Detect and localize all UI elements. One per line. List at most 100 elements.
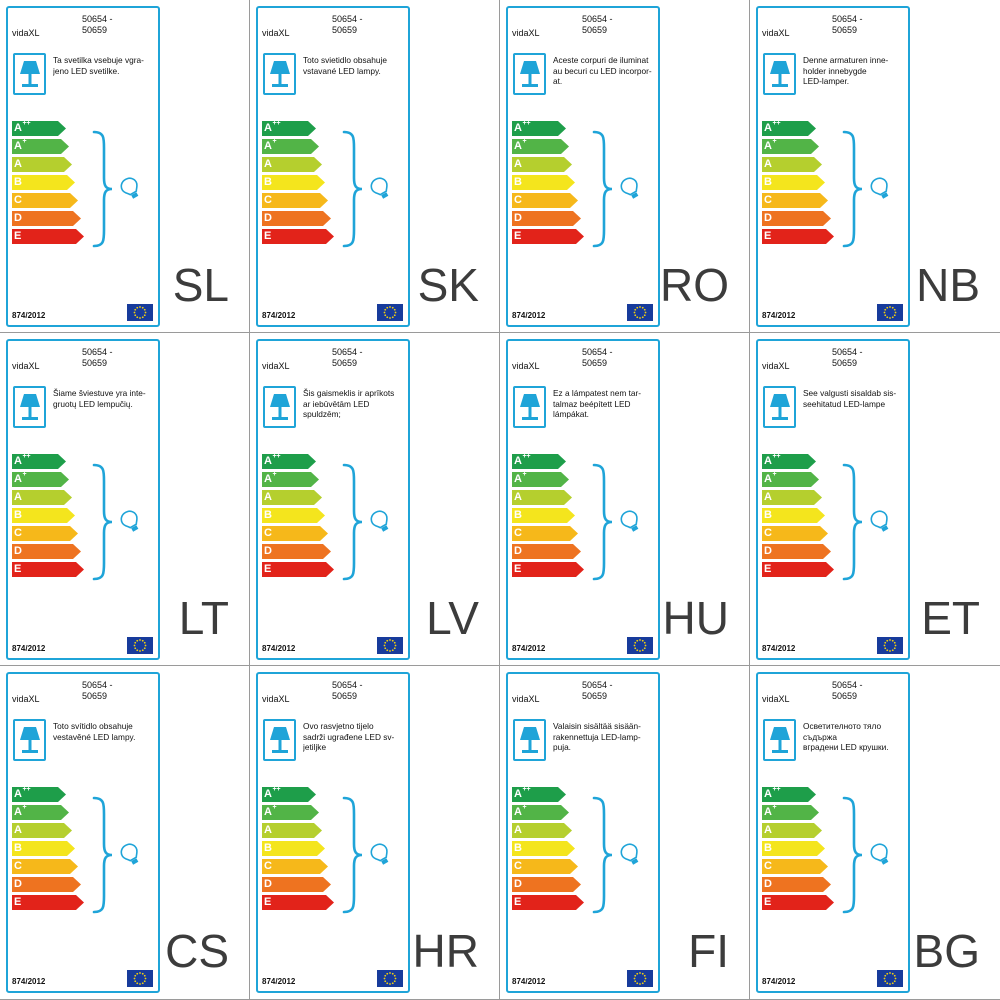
- model-number: 50654 -50659: [332, 680, 363, 702]
- model-number-line2: 50659: [332, 358, 358, 368]
- energy-class-letter: A: [264, 788, 272, 800]
- energy-class-letter: A: [764, 122, 772, 134]
- model-number-line1: 50654 -: [832, 347, 863, 357]
- energy-class-letter: C: [264, 860, 272, 872]
- eu-flag-icon: [627, 304, 653, 321]
- curly-brace-icon: [842, 130, 864, 253]
- energy-class-letter: A: [14, 788, 22, 800]
- model-number-line1: 50654 -: [832, 14, 863, 24]
- model-number: 50654 -50659: [832, 680, 863, 702]
- language-code: CS: [165, 925, 229, 977]
- model-number: 50654 -50659: [832, 14, 863, 36]
- language-code: HR: [412, 925, 479, 977]
- description-text: Aceste corpuri de iluminat au becuri cu …: [553, 55, 652, 86]
- energy-class-bar: A++: [762, 454, 816, 469]
- language-code: LT: [178, 592, 229, 644]
- energy-class-letter: A: [514, 122, 522, 134]
- energy-class-letter: D: [514, 878, 522, 890]
- energy-class-letter: C: [764, 527, 772, 539]
- energy-class-bar: E: [12, 562, 84, 577]
- energy-class-letter: A: [514, 455, 522, 467]
- curly-brace-icon: [92, 130, 114, 253]
- description-text: Toto svietidlo obsahuje vstavané LED lam…: [303, 55, 387, 76]
- energy-class-bar: E: [262, 895, 334, 910]
- energy-class-letter: E: [264, 896, 272, 908]
- energy-class-bar: C: [12, 859, 78, 874]
- table-lamp-icon: [263, 386, 296, 428]
- energy-class-bar: D: [512, 544, 581, 559]
- energy-class-letter: D: [264, 212, 272, 224]
- label-cell: vidaXL 50654 -50659 Valaisin sisältää sisä…: [500, 666, 750, 1000]
- energy-class-plus: ++: [772, 453, 781, 461]
- model-number-line2: 50659: [832, 25, 858, 35]
- energy-class-bar: E: [12, 229, 84, 244]
- label-cell: vidaXL 50654 -50659 Šis gaismeklis ir aprī…: [250, 333, 500, 666]
- curly-brace-icon: [92, 463, 114, 586]
- energy-class-letter: A: [264, 140, 272, 152]
- label-cell: vidaXL 50654 -50659 Aceste corpuri de ilum…: [500, 0, 750, 333]
- table-lamp-icon: [763, 719, 796, 761]
- label-cell: vidaXL 50654 -50659 Осветителното тяло съд…: [750, 666, 1000, 1000]
- energy-label-card: vidaXL 50654 -50659 Toto svietidlo obsahuj…: [256, 6, 410, 327]
- eu-flag-icon: [377, 304, 403, 321]
- energy-class-letter: E: [764, 563, 772, 575]
- energy-class-letter: A: [514, 824, 522, 836]
- language-code: NB: [916, 259, 980, 311]
- energy-class-bar: A+: [512, 805, 569, 820]
- curly-brace-icon: [592, 463, 614, 586]
- model-number-line1: 50654 -: [332, 14, 363, 24]
- energy-class-bar: B: [12, 508, 75, 523]
- eu-flag-icon: [127, 970, 153, 987]
- model-number-line2: 50659: [582, 358, 608, 368]
- model-number-line1: 50654 -: [582, 14, 613, 24]
- energy-class-letter: A: [14, 473, 22, 485]
- eu-flag-icon: [627, 970, 653, 987]
- regulation-number: 874/2012: [512, 311, 546, 320]
- energy-class-bar: E: [12, 895, 84, 910]
- model-number-line1: 50654 -: [582, 680, 613, 690]
- energy-class-letter: C: [14, 527, 22, 539]
- description-text: See valgusti sisaldab sis- seehitatud LE…: [803, 388, 897, 409]
- description-text: Ta svetilka vsebuje vgra- jeno LED sveti…: [53, 55, 144, 76]
- energy-class-letter: A: [764, 140, 772, 152]
- brand-name: vidaXL: [12, 361, 40, 371]
- energy-label-card: vidaXL 50654 -50659 Осветителното тяло съд…: [756, 672, 910, 993]
- description-text: Valaisin sisältää sisään- rakennettuja L…: [553, 721, 641, 752]
- description-text: Šis gaismeklis ir aprīkots ar iebūvētām …: [303, 388, 395, 419]
- energy-class-letter: D: [264, 545, 272, 557]
- energy-class-plus: +: [772, 804, 777, 812]
- energy-class-letter: A: [514, 806, 522, 818]
- regulation-number: 874/2012: [512, 977, 546, 986]
- energy-class-letter: A: [14, 122, 22, 134]
- energy-class-letter: A: [764, 824, 772, 836]
- label-cell: vidaXL 50654 -50659 Ta svetilka vsebuje vg…: [0, 0, 250, 333]
- light-bulb-icon: [620, 176, 642, 207]
- energy-class-letter: A: [264, 473, 272, 485]
- energy-class-bar: E: [762, 895, 834, 910]
- energy-class-bar: D: [262, 544, 331, 559]
- label-cell: vidaXL 50654 -50659 Šiame šviestuve yra in…: [0, 333, 250, 666]
- model-number-line2: 50659: [332, 25, 358, 35]
- model-number-line1: 50654 -: [832, 680, 863, 690]
- energy-class-letter: A: [14, 824, 22, 836]
- language-code: BG: [913, 925, 980, 977]
- light-bulb-icon: [370, 842, 392, 873]
- energy-class-letter: C: [14, 194, 22, 206]
- energy-class-bar: A: [762, 823, 822, 838]
- energy-class-plus: +: [772, 138, 777, 146]
- energy-class-bar: A++: [512, 454, 566, 469]
- energy-class-plus: ++: [522, 786, 531, 794]
- energy-class-bar: C: [512, 193, 578, 208]
- curly-brace-icon: [342, 130, 364, 253]
- regulation-number: 874/2012: [262, 644, 296, 653]
- light-bulb-icon: [870, 842, 892, 873]
- model-number: 50654 -50659: [332, 14, 363, 36]
- energy-class-plus: ++: [772, 786, 781, 794]
- energy-class-bar: D: [12, 544, 81, 559]
- regulation-number: 874/2012: [262, 977, 296, 986]
- label-cell: vidaXL 50654 -50659 Toto svietidlo obsahuj…: [250, 0, 500, 333]
- energy-class-letter: D: [764, 878, 772, 890]
- light-bulb-icon: [370, 176, 392, 207]
- energy-class-bar: A: [512, 823, 572, 838]
